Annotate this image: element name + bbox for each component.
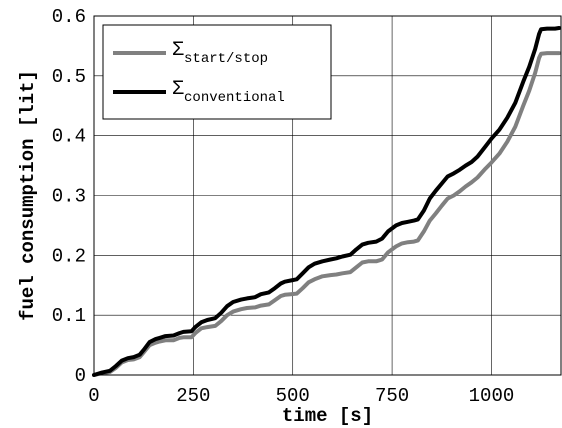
y-tick-label: 0.2	[52, 245, 86, 267]
legend-box	[102, 24, 332, 120]
y-tick-label: 0.5	[52, 66, 86, 88]
legend-subscript: start/stop	[184, 51, 268, 67]
y-tick-label: 0.4	[52, 126, 86, 148]
y-axis-label: fuel consumption [lit]	[17, 70, 39, 321]
x-tick-label: 1000	[469, 385, 515, 407]
y-tick-label: 0.1	[52, 305, 86, 327]
tick-labels: 0 250 500 750 1000 0 0.1 0.2 0.3 0.4 0.5 0.6	[52, 6, 514, 407]
series-line-conventional	[92, 26, 561, 377]
y-tick-label: 0.6	[52, 6, 86, 28]
x-tick-label: 0	[88, 385, 99, 407]
plot-frame	[93, 15, 562, 376]
legend: Σstart/stop Σconventional	[102, 24, 332, 120]
legend-symbol: Σ	[172, 78, 184, 101]
x-tick-label: 750	[375, 385, 409, 407]
legend-label-conventional: Σconventional	[172, 78, 285, 106]
x-axis-label: time [s]	[282, 405, 373, 427]
legend-subscript: conventional	[184, 90, 285, 106]
series-layer	[92, 26, 561, 377]
legend-symbol: Σ	[172, 39, 184, 62]
y-tick-label: 0	[75, 365, 86, 387]
x-tick-label: 250	[176, 385, 210, 407]
legend-label-start-stop: Σstart/stop	[172, 39, 268, 67]
series-line-start-stop	[92, 51, 561, 377]
x-tick-label: 500	[276, 385, 310, 407]
y-tick-label: 0.3	[52, 186, 86, 208]
